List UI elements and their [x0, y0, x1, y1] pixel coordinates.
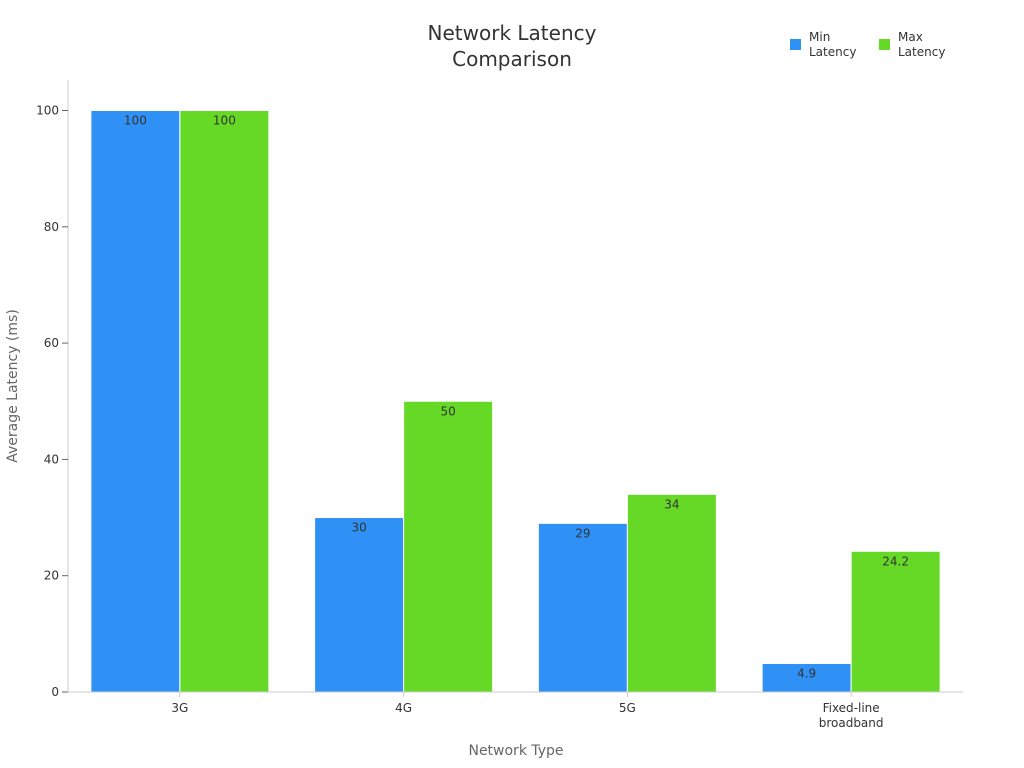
y-axis-title: Average Latency (ms) [5, 309, 21, 463]
bar-max-1 [403, 400, 494, 693]
legend-label-max-line-1: Max [898, 30, 923, 44]
chart-title-line-1: Network Latency [427, 21, 597, 45]
x-tick-label-0-0: 3G [171, 701, 188, 715]
x-tick-label-3-1: broadband [819, 716, 884, 730]
bar-max-3 [850, 550, 941, 693]
legend-label-min-latency: Min Latency [809, 30, 861, 60]
y-tick-label-5: 100 [36, 104, 59, 118]
y-tick-label-4: 80 [44, 220, 59, 234]
data-label-max-0: 100 [213, 114, 236, 128]
x-tick-label-2-0: 5G [619, 701, 636, 715]
legend-item-max-latency[interactable]: Max Latency [879, 30, 950, 60]
data-label-max-2: 34 [664, 497, 679, 511]
legend-item-min-latency[interactable]: Min Latency [790, 30, 861, 60]
data-label-min-3: 4.9 [797, 667, 816, 681]
legend-label-min-line-1: Min [809, 30, 831, 44]
bar-min-3 [761, 663, 852, 693]
y-tick-label-2: 40 [44, 452, 59, 466]
legend-label-max-line-2: Latency [898, 45, 946, 59]
data-label-min-1: 30 [351, 521, 366, 535]
bar-max-2 [626, 493, 717, 693]
data-label-max-3: 24.2 [882, 554, 909, 568]
bar-min-2 [537, 522, 628, 693]
x-axis-title: Network Type [468, 743, 563, 759]
legend: Min Latency Max Latency [790, 30, 950, 60]
x-tick-label-3-0: Fixed-line [823, 701, 880, 715]
y-tick-label-0: 0 [51, 685, 59, 699]
bar-max-0 [179, 110, 270, 693]
legend-swatch-max-latency [879, 39, 890, 50]
bar-min-1 [314, 517, 405, 693]
x-tick-label-1-0: 4G [395, 701, 412, 715]
chart-title-line-2: Comparison [452, 47, 572, 71]
data-label-min-0: 100 [124, 114, 147, 128]
y-tick-label-1: 20 [44, 569, 59, 583]
bar-min-0 [90, 110, 181, 693]
data-label-max-1: 50 [440, 404, 455, 418]
legend-label-max-latency: Max Latency [898, 30, 950, 60]
data-label-min-2: 29 [575, 526, 590, 540]
legend-label-min-line-2: Latency [809, 45, 857, 59]
y-tick-label-3: 60 [44, 336, 59, 350]
chart-title: Network Latency Comparison [362, 20, 662, 72]
legend-swatch-min-latency [790, 39, 801, 50]
